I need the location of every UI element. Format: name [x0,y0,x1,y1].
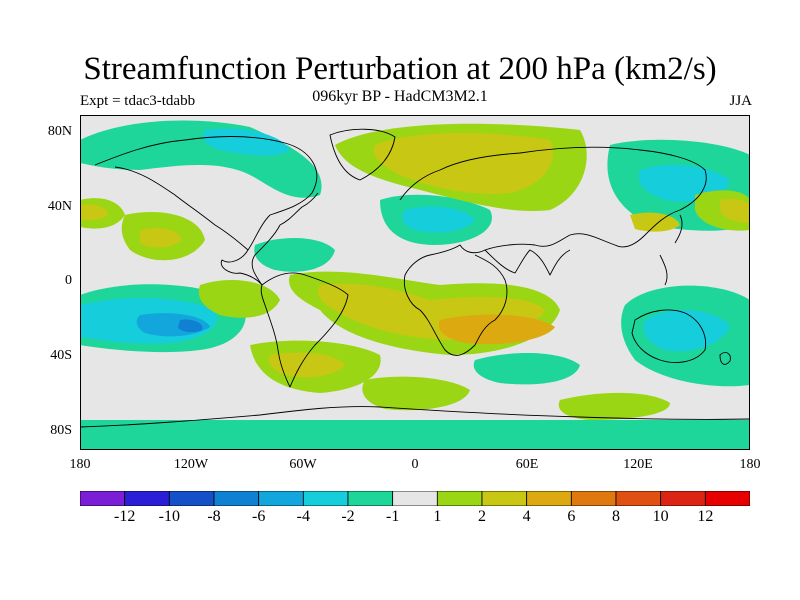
lat-label-80n: 80N [47,124,72,139]
lon-label-120e: 120E [623,457,653,472]
experiment-label: Expt = tdac3-tdabb [80,93,196,109]
colorbar-swatch [124,491,170,506]
colorbar-label: 4 [522,508,531,525]
greenland-coast [329,128,396,181]
colorbar-swatch [168,491,215,506]
lon-label-180e: 180 [739,457,761,472]
colorbar-label: -4 [296,508,310,525]
chart-subtitle: 096kyr BP - HadCM3M2.1 [312,88,488,105]
streamfunction-map [80,115,750,450]
colorbar-label: -10 [158,508,180,525]
antarctica-coast [80,406,750,428]
lat-label-40n: 40N [47,199,72,214]
lat-label-40s: 40S [50,348,72,363]
chart-title: Streamfunction Perturbation at 200 hPa (… [83,51,717,87]
lat-label-0: 0 [65,273,72,288]
colorbar-label: 12 [697,508,714,525]
colorbar-swatch [615,491,662,506]
lon-label-0: 0 [411,457,419,472]
colorbar-swatch [704,491,750,506]
negative-anomaly-regions-peak [178,319,203,333]
colorbar-label: 1 [433,508,442,525]
colorbar-label: 10 [652,508,669,525]
season-label: JJA [729,93,752,109]
lon-label-180w: 180 [69,457,91,472]
australia-coast [631,309,707,363]
north-america-coast [94,136,319,286]
colorbar-swatch [526,491,572,506]
colorbar-swatch [80,491,126,506]
colorbar-label: -2 [341,508,355,525]
lat-label-80s: 80S [50,423,72,438]
colorbar-label: 2 [478,508,486,525]
colorbar-swatch [347,491,394,506]
colorbar-swatch [258,491,304,506]
colorbar-swatch [660,491,706,506]
colorbar-label: 8 [612,508,620,525]
colorbar [80,491,750,506]
coastlines [80,128,750,428]
lon-label-60e: 60E [515,457,539,472]
colorbar-swatch [213,491,260,506]
eurasia-africa-coast [399,146,707,356]
lon-label-60w: 60W [289,457,317,472]
colorbar-swatch [392,491,438,506]
lon-label-120w: 120W [173,457,209,472]
colorbar-swatch [481,491,528,506]
positive-anomaly-regions-core [438,314,555,345]
colorbar-swatch [302,491,349,506]
south-america-coast [260,272,349,388]
colorbar-label: -12 [113,508,136,525]
colorbar-label: -8 [207,508,221,525]
colorbar-label: -1 [385,508,400,525]
colorbar-swatch [570,491,617,506]
negative-anomaly-regions-strong [80,128,730,352]
colorbar-label: -6 [251,508,266,525]
colorbar-swatch [436,491,483,506]
colorbar-label: 6 [567,508,576,525]
